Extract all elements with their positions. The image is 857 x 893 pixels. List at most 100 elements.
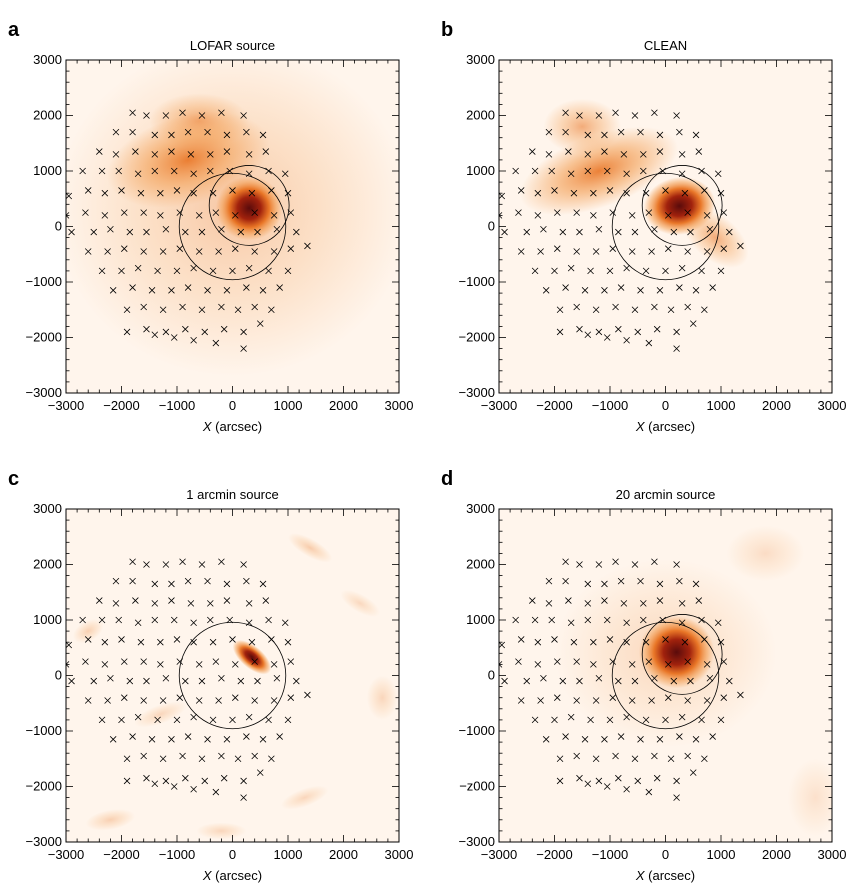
antenna-cross	[664, 661, 672, 668]
antenna-cross	[517, 187, 525, 194]
antenna-cross	[231, 694, 239, 701]
antenna-cross	[664, 245, 672, 252]
source-blob	[366, 675, 398, 720]
antenna-cross	[676, 128, 683, 136]
antenna-cross	[223, 148, 231, 155]
ticks	[498, 59, 833, 394]
antenna-cross	[176, 245, 184, 252]
antenna-cross	[243, 733, 250, 740]
y-tick-label: 1000	[466, 612, 495, 627]
antenna-cross	[581, 287, 589, 294]
x-tick-label: 1000	[707, 398, 736, 413]
antenna-cross	[515, 209, 522, 216]
antenna-cross	[692, 287, 700, 294]
antenna-cross	[68, 677, 75, 685]
antenna-cross	[218, 558, 225, 566]
antenna-cross	[692, 131, 700, 139]
antenna-cross	[637, 736, 644, 743]
antenna-cross	[692, 580, 700, 588]
antenna-cross	[96, 148, 103, 155]
antenna-cross	[270, 248, 278, 255]
antenna-cross	[207, 616, 214, 624]
antenna-cross	[676, 733, 683, 740]
antenna-cross	[595, 674, 603, 682]
antenna-cross	[198, 755, 206, 763]
antenna-cross	[170, 334, 178, 341]
antenna-cross	[154, 267, 161, 275]
antenna-cross	[270, 697, 278, 704]
antenna-cross	[118, 267, 125, 275]
y-tick-label: −2000	[25, 779, 62, 794]
y-tick-label: 2000	[466, 108, 495, 123]
antenna-cross	[717, 638, 725, 646]
antenna-cross	[140, 248, 147, 255]
antenna-cross	[112, 151, 120, 158]
antenna-cross	[243, 128, 250, 136]
antenna-cross	[667, 306, 675, 314]
antenna-cross	[184, 128, 192, 136]
antenna-cross	[542, 736, 550, 743]
antenna-cross	[281, 619, 289, 627]
antenna-cross	[159, 697, 167, 704]
antenna-cross	[140, 752, 147, 760]
antenna-cross	[623, 336, 630, 344]
antenna-cross	[601, 597, 608, 604]
antenna-cross	[120, 245, 128, 252]
antenna-cross	[653, 325, 661, 333]
antenna-cross	[534, 189, 542, 197]
antenna-cross	[134, 264, 142, 272]
antenna-cross	[270, 212, 278, 219]
antenna-cross	[601, 287, 608, 294]
antenna-cross	[667, 755, 675, 763]
antenna-cross	[706, 225, 714, 233]
panel-letter: a	[8, 19, 20, 41]
antenna-cross	[120, 694, 128, 701]
antenna-cross	[603, 616, 611, 624]
x-tick-label: 2000	[762, 398, 791, 413]
solar-disk-circle	[611, 621, 720, 730]
antenna-cross	[112, 577, 120, 585]
antenna-cross	[551, 267, 558, 275]
antenna-cross	[223, 597, 231, 604]
x-tick-label: 3000	[818, 847, 847, 862]
antenna-cross	[234, 306, 242, 314]
antenna-cross	[662, 267, 669, 275]
antenna-cross	[709, 284, 716, 291]
antenna-cross	[223, 131, 231, 139]
antenna-cross	[101, 661, 109, 668]
source-blob	[85, 809, 136, 831]
x-tick-label: 3000	[818, 398, 847, 413]
x-axis-var: X	[635, 419, 646, 434]
antenna-cross	[151, 167, 159, 175]
antenna-cross	[259, 131, 267, 139]
antenna-cross	[168, 131, 175, 139]
antenna-cross	[123, 306, 131, 314]
antenna-cross	[662, 716, 669, 724]
x-tick-label: 0	[229, 847, 236, 862]
antenna-cross	[187, 600, 195, 607]
antenna-cross	[168, 287, 175, 294]
antenna-cross	[229, 716, 236, 724]
antenna-cross	[545, 600, 553, 607]
antenna-cross	[304, 242, 311, 250]
antenna-cross	[662, 187, 669, 194]
x-axis-var: X	[202, 868, 213, 883]
antenna-cross	[134, 619, 142, 627]
antenna-cross	[204, 577, 211, 585]
antenna-cross	[562, 284, 569, 291]
antenna-cross	[567, 713, 575, 721]
antenna-cross	[512, 616, 519, 624]
antenna-cross	[573, 248, 580, 255]
y-tick-label: 0	[488, 219, 495, 234]
antenna-cross	[687, 228, 694, 236]
antenna-cross	[109, 287, 117, 294]
x-tick-label: −2000	[103, 847, 140, 862]
antenna-cross	[562, 577, 569, 585]
antenna-cross	[606, 187, 614, 194]
antenna-cross	[231, 212, 239, 219]
x-axis-var: X	[202, 419, 213, 434]
plot-background	[66, 509, 399, 842]
antenna-cross	[154, 716, 161, 724]
antenna-cross	[615, 228, 622, 236]
